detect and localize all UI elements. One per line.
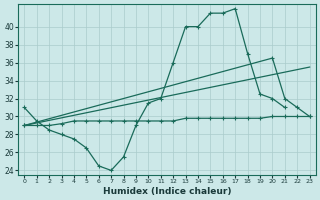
X-axis label: Humidex (Indice chaleur): Humidex (Indice chaleur) [103, 187, 231, 196]
